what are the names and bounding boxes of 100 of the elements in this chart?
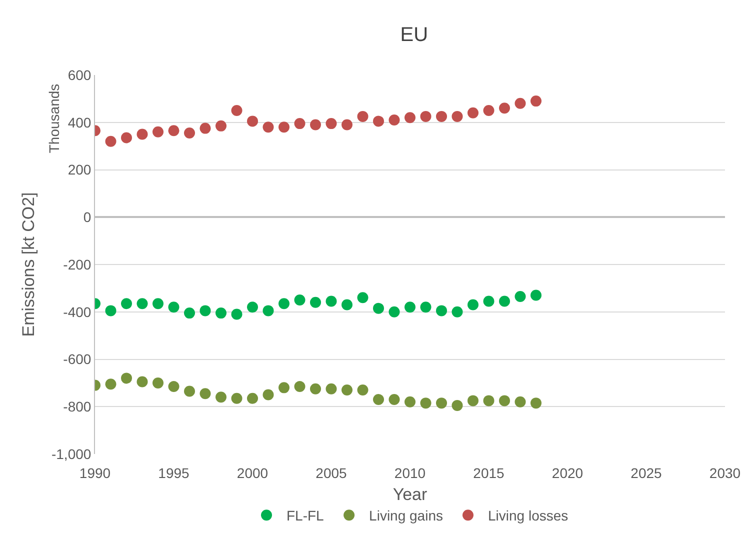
x-axis-title: Year: [392, 485, 428, 504]
point: [152, 377, 164, 388]
point: [530, 96, 542, 107]
x-tick-label: 1990: [79, 464, 111, 481]
point: [200, 122, 211, 134]
point: [357, 292, 368, 304]
point: [388, 114, 400, 126]
point: [121, 132, 132, 144]
point: [373, 116, 384, 127]
point: [357, 384, 368, 396]
point: [247, 392, 258, 404]
point: [184, 308, 195, 319]
legend-label: Living gains: [369, 508, 443, 524]
point: [184, 128, 195, 139]
point: [278, 382, 290, 394]
point: [136, 128, 148, 140]
point: [294, 118, 306, 130]
x-tick-label: 2005: [316, 464, 348, 481]
point: [342, 299, 352, 310]
point: [136, 298, 148, 310]
point: [168, 125, 180, 136]
point: [262, 122, 274, 133]
point: [514, 396, 526, 408]
x-tick-label: 2030: [709, 464, 741, 481]
point: [404, 396, 416, 408]
point: [184, 386, 195, 397]
point: [514, 290, 526, 302]
point: [357, 110, 368, 122]
point: [436, 305, 447, 316]
point: [168, 302, 180, 313]
point: [530, 290, 542, 301]
legend-label: FL-FL: [286, 508, 324, 524]
point: [152, 298, 164, 310]
point: [152, 126, 164, 138]
point: [420, 398, 432, 409]
point: [294, 380, 306, 392]
point: [342, 119, 352, 130]
point: [121, 372, 132, 384]
y-axis-title: Emissions [kt CO2]: [19, 192, 38, 337]
point: [168, 380, 180, 392]
point: [420, 302, 432, 313]
point: [216, 392, 226, 403]
y-tick-label: -1,000: [51, 446, 92, 462]
point: [483, 395, 494, 406]
point: [452, 110, 463, 122]
point: [483, 296, 494, 307]
x-tick-label: 2015: [473, 464, 505, 481]
point: [326, 118, 337, 130]
point: [136, 376, 148, 388]
point: [530, 398, 542, 409]
y-tick-label: -800: [63, 398, 92, 415]
point: [105, 378, 116, 390]
point: [310, 383, 321, 394]
point: [247, 302, 258, 313]
y-tick-label: -400: [63, 304, 92, 320]
text: Thousands: [46, 84, 62, 154]
point: [262, 305, 274, 316]
point: [121, 298, 132, 310]
y-tick-label: 400: [68, 114, 92, 130]
y-tick-label: 600: [68, 66, 92, 83]
point: [468, 395, 478, 406]
y-tick-label: -200: [63, 256, 92, 272]
point: [452, 400, 463, 411]
point: [200, 305, 211, 316]
point: [310, 296, 321, 308]
point: [216, 308, 226, 319]
point: [247, 116, 258, 127]
point: [262, 389, 274, 400]
x-tick-label: 2000: [236, 464, 268, 481]
point: [452, 306, 463, 318]
point: [231, 105, 242, 116]
point: [514, 98, 526, 109]
point: [404, 112, 416, 124]
point: [373, 394, 384, 406]
point: [499, 296, 510, 307]
point: [310, 119, 321, 130]
point: [420, 110, 432, 122]
point: [200, 388, 211, 400]
y-tick-label: 200: [68, 162, 92, 178]
point: [342, 384, 352, 396]
point: [231, 392, 242, 404]
point: [436, 398, 447, 409]
point: [388, 394, 400, 406]
point: [326, 383, 337, 394]
point: [105, 305, 116, 316]
point: [468, 107, 478, 118]
x-tick-label: 1995: [158, 464, 190, 481]
x-tick-label: 2010: [394, 464, 426, 481]
y-tick-label: -600: [63, 351, 92, 368]
point: [294, 294, 306, 306]
point: [373, 302, 384, 314]
point: [326, 296, 337, 307]
point: [436, 110, 447, 122]
point: [278, 298, 290, 310]
point: [499, 395, 510, 406]
point: [278, 122, 290, 133]
point: [216, 120, 226, 132]
point: [468, 299, 478, 310]
point: [388, 306, 400, 318]
x-tick-label: 2025: [630, 464, 662, 481]
